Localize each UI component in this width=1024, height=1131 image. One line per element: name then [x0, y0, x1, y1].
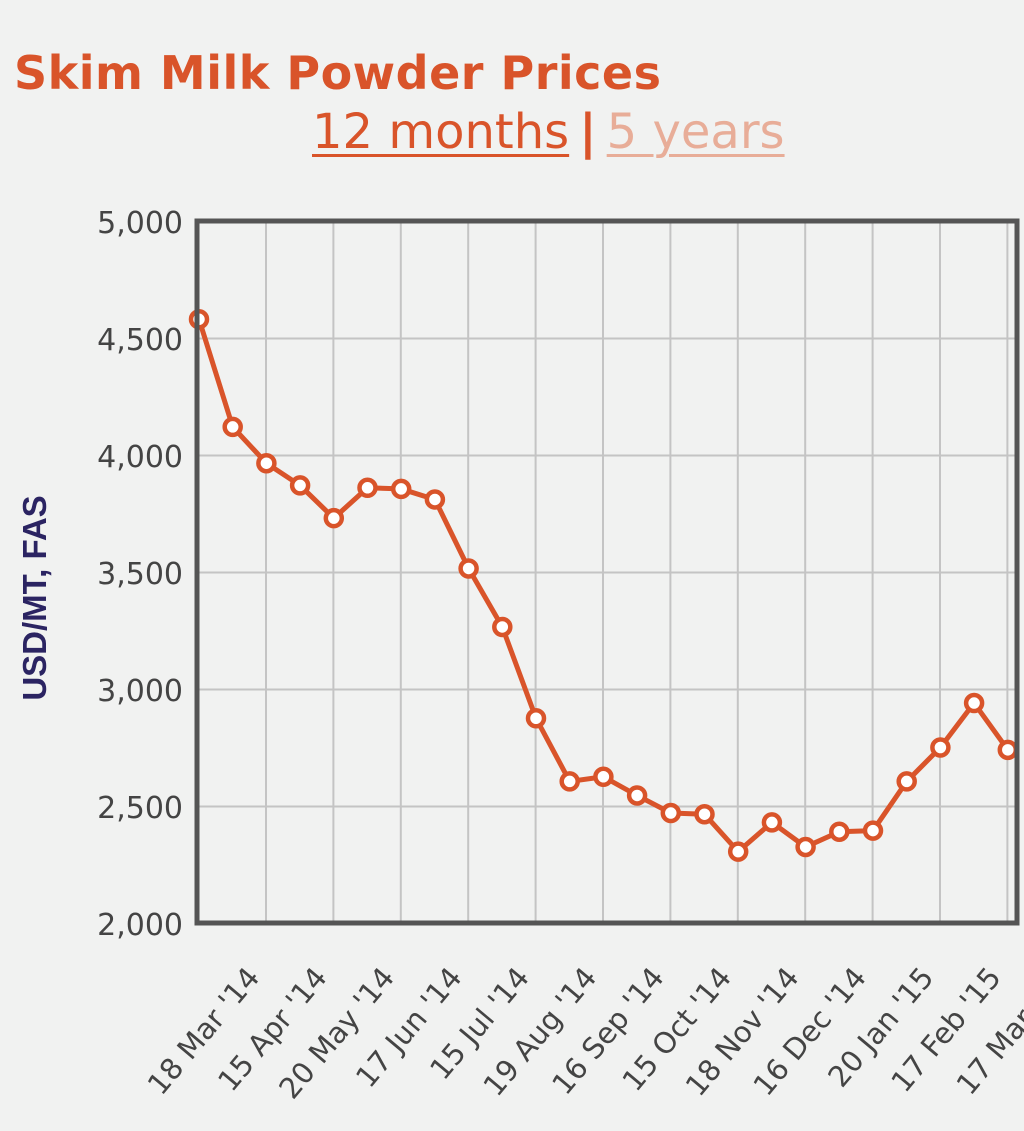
- data-point[interactable]: [390, 478, 412, 500]
- y-tick-label: 3,000: [97, 674, 183, 709]
- data-point[interactable]: [357, 477, 378, 499]
- grid-lines: [197, 220, 1017, 925]
- y-tick-label: 2,500: [97, 791, 183, 826]
- range-5-years-link[interactable]: 5 years: [606, 104, 785, 160]
- data-point[interactable]: [289, 475, 311, 496]
- data-point[interactable]: [323, 507, 345, 529]
- chart-title: Skim Milk Powder Prices: [14, 46, 662, 100]
- data-point[interactable]: [727, 841, 749, 862]
- y-axis-ticks: 2,000 2,500 3,000 3,500 4,000 4,500 5,000: [97, 206, 183, 943]
- data-point[interactable]: [660, 802, 682, 824]
- data-point[interactable]: [424, 489, 446, 510]
- data-point[interactable]: [930, 737, 951, 758]
- time-range-selector: 12 months | 5 years: [312, 104, 785, 160]
- data-point[interactable]: [222, 416, 243, 438]
- y-axis-label: USD/MT, FAS: [16, 495, 53, 700]
- range-12-months-link[interactable]: 12 months: [312, 104, 570, 160]
- y-tick-label: 4,000: [97, 440, 183, 475]
- y-tick-label: 5,000: [97, 206, 183, 241]
- y-tick-label: 2,000: [97, 908, 183, 943]
- data-point[interactable]: [761, 812, 783, 833]
- data-point[interactable]: [559, 771, 580, 792]
- data-point[interactable]: [694, 803, 715, 825]
- data-point[interactable]: [963, 692, 985, 714]
- data-point[interactable]: [525, 708, 547, 729]
- data-point[interactable]: [896, 771, 917, 792]
- y-tick-label: 4,500: [97, 323, 183, 358]
- range-separator: |: [579, 104, 597, 160]
- plot-frame: [194, 218, 1020, 926]
- price-series: [188, 309, 1019, 862]
- y-tick-label: 3,500: [97, 557, 183, 592]
- data-point[interactable]: [593, 766, 614, 787]
- data-point[interactable]: [862, 820, 884, 841]
- data-point[interactable]: [829, 821, 850, 842]
- data-point[interactable]: [795, 836, 816, 858]
- data-point[interactable]: [256, 452, 277, 474]
- data-point[interactable]: [626, 785, 648, 806]
- data-point[interactable]: [997, 739, 1019, 761]
- data-point[interactable]: [458, 558, 479, 579]
- data-point[interactable]: [492, 616, 513, 638]
